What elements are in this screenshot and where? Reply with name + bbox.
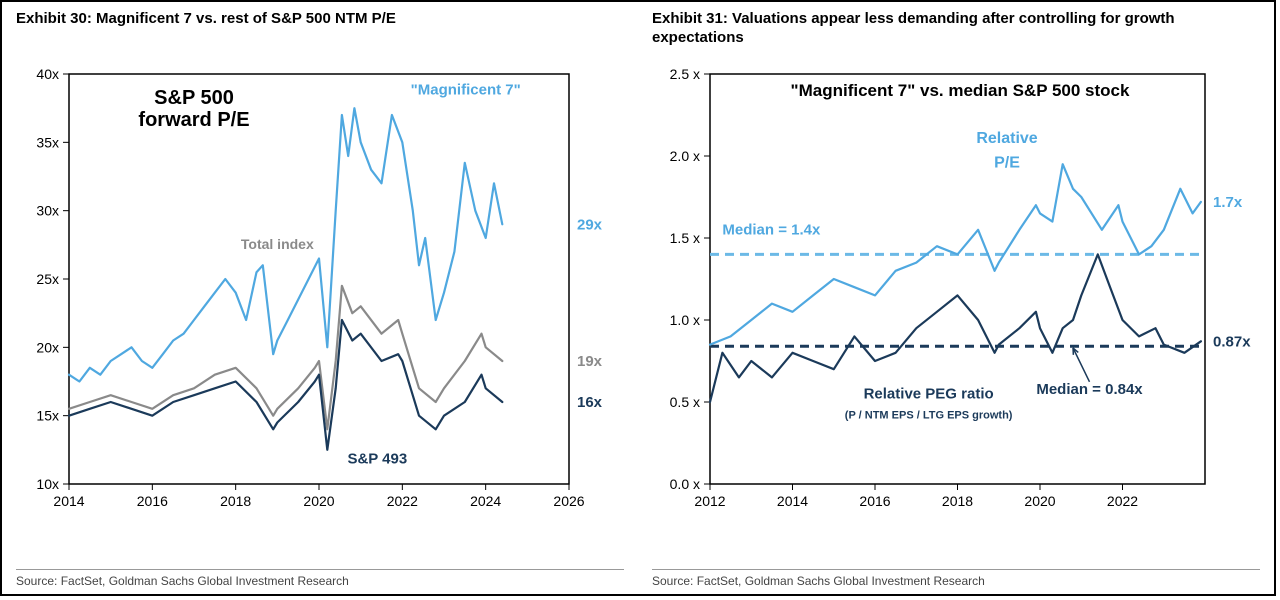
y-tick-label: 1.0 x — [670, 312, 700, 328]
y-tick-label: 10x — [36, 476, 59, 492]
series-end-label: 0.87x — [1213, 333, 1251, 350]
x-tick-label: 2024 — [470, 493, 501, 509]
y-tick-label: 30x — [36, 203, 59, 219]
chart-annotation: Total index — [241, 236, 314, 252]
y-tick-label: 0.5 x — [670, 394, 700, 410]
chart-annotation: (P / NTM EPS / LTG EPS growth) — [845, 409, 1013, 421]
x-tick-label: 2018 — [220, 493, 251, 509]
exhibit-frame: Exhibit 30: Magnificent 7 vs. rest of S&… — [0, 0, 1276, 596]
x-tick-label: 2020 — [303, 493, 334, 509]
exhibit-30-title: Exhibit 30: Magnificent 7 vs. rest of S&… — [16, 10, 626, 48]
chart-annotation: P/E — [994, 154, 1020, 171]
y-tick-label: 1.5 x — [670, 230, 700, 246]
y-tick-label: 25x — [36, 271, 59, 287]
plot-title: forward P/E — [138, 109, 249, 131]
x-tick-label: 2014 — [53, 493, 84, 509]
x-tick-label: 2014 — [777, 493, 808, 509]
left-source: Source: FactSet, Goldman Sachs Global In… — [16, 569, 624, 588]
left-chart-wrap: 10x 15x 20x 25x 30x 35x 40x 2014 2016 2018 2020 202… — [14, 54, 626, 524]
chart-annotation: "Magnificent 7" — [411, 82, 521, 99]
x-tick-label: 2018 — [942, 493, 973, 509]
y-tick-label: 40x — [36, 66, 59, 82]
plot-area — [69, 74, 569, 484]
plot-area — [710, 74, 1205, 484]
y-tick-label: 20x — [36, 339, 59, 355]
left-chart-svg: 10x 15x 20x 25x 30x 35x 40x 2014 2016 2018 2020 202… — [14, 54, 624, 524]
y-tick-label: 0.0 x — [670, 476, 700, 492]
x-tick-label: 2012 — [694, 493, 725, 509]
right-panel: Exhibit 31: Valuations appear less deman… — [638, 2, 1274, 594]
right-source: Source: FactSet, Goldman Sachs Global In… — [652, 569, 1260, 588]
plot-title: "Magnificent 7" vs. median S&P 500 stock — [791, 81, 1130, 100]
right-chart-wrap: 0.0 x 0.5 x 1.0 x 1.5 x 2.0 x 2.5 x 2012 2014 20… — [650, 54, 1262, 524]
x-tick-label: 2022 — [1107, 493, 1138, 509]
chart-annotation: Relative PEG ratio — [864, 386, 994, 403]
x-tick-label: 2022 — [387, 493, 418, 509]
median-label: Median = 1.4x — [722, 222, 821, 239]
x-tick-label: 2016 — [859, 493, 890, 509]
median-label: Median = 0.84x — [1036, 381, 1143, 398]
plot-title: S&P 500 — [154, 87, 234, 109]
x-tick-label: 2026 — [553, 493, 584, 509]
x-tick-label: 2016 — [137, 493, 168, 509]
series-end-label: 19x — [577, 353, 603, 370]
x-tick-label: 2020 — [1024, 493, 1055, 509]
series-end-label: 16x — [577, 394, 603, 411]
series-end-label: 1.7x — [1213, 194, 1243, 211]
chart-annotation: Relative — [976, 130, 1037, 147]
y-tick-label: 35x — [36, 134, 59, 150]
y-tick-label: 2.0 x — [670, 148, 700, 164]
series-end-label: 29x — [577, 216, 603, 233]
exhibit-31-title: Exhibit 31: Valuations appear less deman… — [652, 10, 1262, 48]
chart-annotation: S&P 493 — [347, 451, 407, 468]
y-tick-label: 2.5 x — [670, 66, 700, 82]
right-chart-svg: 0.0 x 0.5 x 1.0 x 1.5 x 2.0 x 2.5 x 2012 2014 20… — [650, 54, 1260, 524]
left-panel: Exhibit 30: Magnificent 7 vs. rest of S&… — [2, 2, 638, 594]
y-tick-label: 15x — [36, 408, 59, 424]
